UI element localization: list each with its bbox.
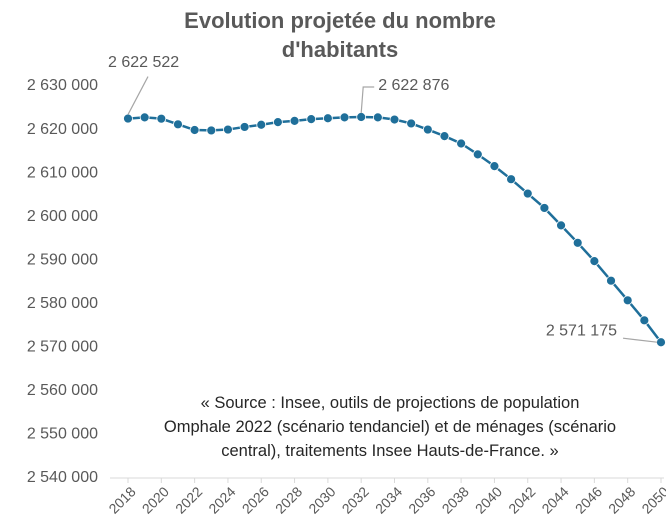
point [239,122,250,132]
chart-title: Evolution projetée du nombre d'habitants [184,8,496,62]
point [506,174,516,185]
x-tick-label: 2046 [572,483,605,516]
x-tick-label: 2020 [139,483,172,516]
x-tick-label: 2050 [638,483,666,516]
point [656,337,666,348]
x-tick-label: 2024 [205,483,238,516]
x-tick-label: 2026 [239,483,272,516]
y-tick-label: 2 630 000 [27,77,98,94]
label-leader [360,86,375,114]
x-tick-label: 2030 [305,483,338,516]
y-tick-label: 2 590 000 [27,251,98,268]
label-leader [622,337,658,343]
x-tick-label: 2022 [172,483,205,516]
point [139,112,150,123]
point [156,113,167,124]
point [339,112,350,123]
x-tick-label: 2040 [472,483,505,516]
series-line [127,115,662,343]
point [389,114,400,125]
source-note: « Source : Insee, outils de projections … [110,391,666,463]
y-tick-label: 2 540 000 [27,469,98,486]
y-tick-label: 2 560 000 [27,382,98,399]
point [256,119,267,130]
point [589,256,600,266]
x-tick-label: 2042 [505,483,538,516]
x-tick-label: 2044 [538,483,571,516]
label-leader [127,76,149,115]
y-tick-label: 2 550 000 [27,426,98,443]
point [223,124,233,135]
source-line: Omphale 2022 (scénario tendanciel) et de… [163,418,617,436]
point [273,117,283,128]
point [422,124,433,135]
point [206,125,217,136]
y-tick-label: 2 570 000 [27,339,98,356]
data-label: 2 622 876 [378,77,449,94]
y-tick-label: 2 580 000 [27,295,98,312]
data-label: 2 622 522 [108,54,179,71]
point [522,188,533,199]
point [289,115,300,126]
x-tick-label: 2036 [405,483,438,516]
point [539,203,550,213]
y-tick-label: 2 620 000 [27,121,98,138]
x-tick-label: 2018 [105,483,138,516]
source-line: central), traitements Insee Hauts-de-Fra… [221,442,559,460]
point [406,118,417,129]
point [456,138,467,149]
point [189,125,200,135]
point [439,131,450,141]
x-tick-label: 2048 [605,483,638,516]
point [322,113,333,124]
y-tick-label: 2 610 000 [27,164,98,181]
point [306,114,317,125]
point [489,161,500,172]
x-tick-label: 2028 [272,483,305,516]
source-line: « Source : Insee, outils de projections … [200,394,580,412]
data-label: 2 571 175 [546,322,617,339]
point [622,295,633,306]
point [123,113,133,124]
point [572,237,583,248]
point [606,275,616,286]
point [639,315,650,326]
point [472,149,483,160]
point [173,119,183,130]
point [372,112,383,123]
point [356,112,367,122]
y-tick-label: 2 600 000 [27,208,98,225]
x-tick-label: 2038 [439,483,472,516]
x-tick-label: 2034 [372,483,405,516]
point [556,220,566,231]
x-tick-label: 2032 [339,483,372,516]
